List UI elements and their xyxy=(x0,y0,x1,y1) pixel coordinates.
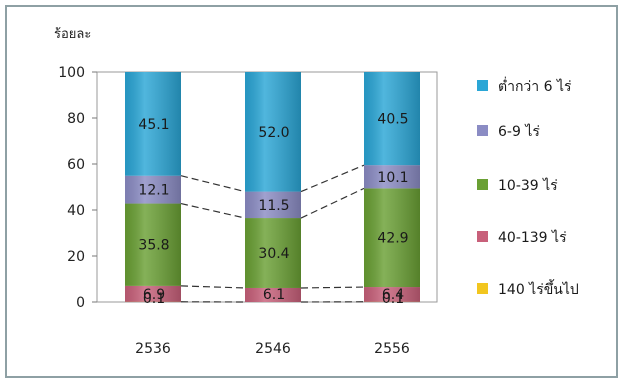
y-tick-label: 100 xyxy=(58,65,85,81)
legend-label: 10-39 ไร่ xyxy=(498,177,558,194)
data-label: 10.1 xyxy=(377,170,408,186)
legend-swatch xyxy=(477,179,488,190)
connector-line xyxy=(180,285,246,289)
legend-label: ต่ำกว่า 6 ไร่ xyxy=(498,77,572,95)
legend-label: 140 ไร่ขึ้นไป xyxy=(498,279,579,298)
x-tick-label: 2556 xyxy=(374,341,410,357)
chart-frame xyxy=(5,5,618,378)
data-label: 6.4 xyxy=(382,287,404,303)
bar-segment-shading xyxy=(245,287,301,302)
data-label: 11.5 xyxy=(258,198,289,214)
connector-line xyxy=(300,286,365,289)
legend-swatch xyxy=(477,283,488,294)
data-label: 0.1 xyxy=(382,291,404,307)
connector-line xyxy=(300,164,365,193)
bar-segment-shading xyxy=(125,285,181,302)
legend-swatch xyxy=(477,231,488,242)
data-label: 45.1 xyxy=(138,117,169,133)
legend-label: 40-139 ไร่ xyxy=(498,229,567,246)
bar-segment-shading xyxy=(364,287,420,302)
y-tick-label: 0 xyxy=(76,295,85,311)
x-tick-label: 2546 xyxy=(255,341,291,357)
bar-segment-shading xyxy=(125,72,181,176)
y-tick-label: 40 xyxy=(67,203,85,219)
data-label: 52.0 xyxy=(258,125,289,141)
data-label: 30.4 xyxy=(258,246,289,262)
x-tick-label: 2536 xyxy=(135,341,171,357)
bar-segment-shading xyxy=(125,175,181,204)
legend-label: 6-9 ไร่ xyxy=(498,123,540,140)
data-label: 12.1 xyxy=(138,183,169,199)
data-label: 35.8 xyxy=(138,238,169,254)
bar-segment-shading xyxy=(245,191,301,219)
data-label: 6.9 xyxy=(143,287,165,303)
y-tick-label: 20 xyxy=(67,249,85,265)
data-label: 0.1 xyxy=(143,291,165,307)
bar-segment-shading xyxy=(245,218,301,288)
y-axis-unit-label: ร้อยละ xyxy=(54,27,91,42)
bar-segment-shading xyxy=(364,188,420,288)
connector-line xyxy=(300,187,365,219)
data-label: 42.9 xyxy=(377,231,408,247)
bar-segment-shading xyxy=(364,165,420,189)
data-label: 40.5 xyxy=(377,112,408,128)
data-label: 6.1 xyxy=(263,287,285,303)
y-tick-label: 80 xyxy=(67,111,85,127)
legend-swatch xyxy=(477,80,488,91)
connector-line xyxy=(180,202,246,219)
y-tick-label: 60 xyxy=(67,157,85,173)
legend-swatch xyxy=(477,125,488,136)
bar-segment-shading xyxy=(245,72,301,192)
bar-segment-shading xyxy=(364,72,420,166)
connector-line xyxy=(180,175,246,193)
bar-segment-shading xyxy=(125,203,181,286)
